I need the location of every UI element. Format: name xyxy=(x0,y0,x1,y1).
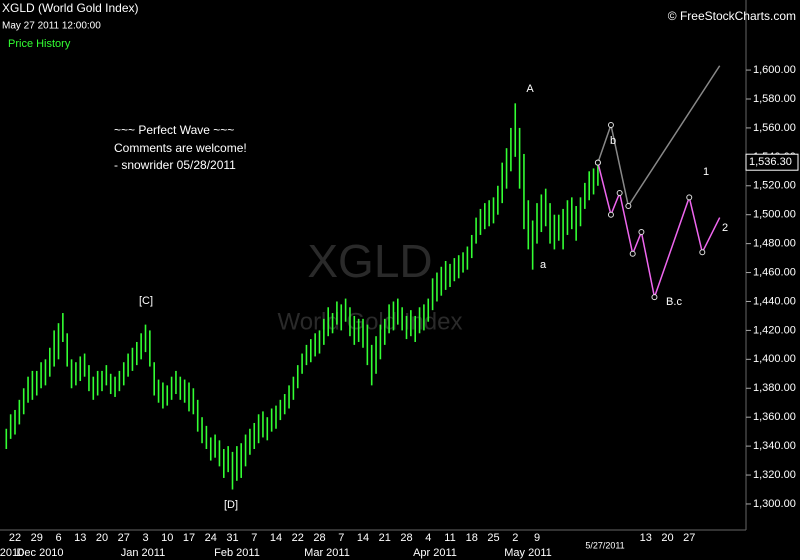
month-label: Mar 2011 xyxy=(304,547,350,559)
projection-point xyxy=(607,122,614,129)
y-tick-label: 1,520.00 xyxy=(753,180,796,192)
x-tick-label: 7 xyxy=(251,532,257,544)
y-tick-label: 1,420.00 xyxy=(753,324,796,336)
wave-label: [D] xyxy=(224,499,238,511)
projection-line xyxy=(597,162,721,300)
wave-label: b xyxy=(610,135,616,147)
month-label: May 2011 xyxy=(504,547,552,559)
x-tick-label: 20 xyxy=(96,532,108,544)
x-tick-label: 25 xyxy=(487,532,499,544)
wave-label: 2 xyxy=(722,222,728,234)
projection-line xyxy=(597,65,721,208)
x-tick-label: 7 xyxy=(338,532,344,544)
x-tick-label: 6 xyxy=(55,532,61,544)
projection-point xyxy=(625,203,632,210)
cursor-label: 5/27/2011 xyxy=(585,540,624,550)
x-tick-label: 4 xyxy=(425,532,431,544)
x-tick-label: 21 xyxy=(379,532,391,544)
watermark-name: World Gold Index xyxy=(278,308,463,335)
wave-label: A xyxy=(526,83,534,95)
y-tick-label: 1,380.00 xyxy=(753,382,796,394)
wave-label: 1 xyxy=(703,166,709,178)
y-tick-label: 1,300.00 xyxy=(753,498,796,510)
month-label: Jan 2011 xyxy=(121,547,165,559)
y-tick-label: 1,320.00 xyxy=(753,469,796,481)
x-tick-label: 13 xyxy=(74,532,86,544)
comment-line: - snowrider 05/28/2011 xyxy=(114,158,236,172)
x-tick-label: 3 xyxy=(142,532,148,544)
x-tick-label: 13 xyxy=(640,532,652,544)
x-tick-label: 10 xyxy=(161,532,173,544)
projection-point xyxy=(607,211,614,218)
y-tick-label: 1,340.00 xyxy=(753,440,796,452)
projection-point xyxy=(699,249,706,256)
x-tick-label: 14 xyxy=(270,532,282,544)
x-tick-label: 11 xyxy=(444,532,455,544)
watermark-symbol: XGLD xyxy=(307,235,432,287)
header-title: XGLD (World Gold Index) xyxy=(2,1,139,15)
projection-point xyxy=(594,159,601,166)
projection-point xyxy=(651,294,658,301)
y-tick-label: 1,460.00 xyxy=(753,266,796,278)
month-label: Feb 2011 xyxy=(214,547,260,559)
last-price-box xyxy=(745,153,799,171)
month-label: Apr 2011 xyxy=(413,547,457,559)
wave-label: [C] xyxy=(139,295,153,307)
y-tick-label: 1,500.00 xyxy=(753,209,796,221)
comment-line: Comments are welcome! xyxy=(114,141,247,155)
wave-label: a xyxy=(540,259,547,271)
y-tick-label: 1,400.00 xyxy=(753,353,796,365)
x-tick-label: 24 xyxy=(205,532,217,544)
x-tick-label: 18 xyxy=(466,532,478,544)
x-tick-label: 28 xyxy=(400,532,412,544)
panel-label: Price History xyxy=(8,38,71,50)
month-label: 2010 xyxy=(0,547,24,559)
x-tick-label: 28 xyxy=(313,532,325,544)
source: © FreeStockCharts.com xyxy=(668,9,796,23)
x-tick-label: 20 xyxy=(661,532,673,544)
y-tick-label: 1,440.00 xyxy=(753,295,796,307)
x-tick-label: 27 xyxy=(683,532,695,544)
x-tick-label: 2 xyxy=(512,532,518,544)
y-tick-label: 1,600.00 xyxy=(753,64,796,76)
y-tick-label: 1,580.00 xyxy=(753,93,796,105)
y-tick-label: 1,360.00 xyxy=(753,411,796,423)
last-price-label: 1,536.30 xyxy=(749,156,792,168)
x-tick-label: 29 xyxy=(31,532,43,544)
header-datetime: May 27 2011 12:00:00 xyxy=(2,21,101,32)
y-tick-label: 1,560.00 xyxy=(753,122,796,134)
x-tick-label: 27 xyxy=(118,532,130,544)
x-tick-label: 31 xyxy=(226,532,238,544)
x-tick-label: 22 xyxy=(292,532,304,544)
x-tick-label: 17 xyxy=(183,532,195,544)
x-tick-label: 22 xyxy=(9,532,21,544)
x-tick-label: 14 xyxy=(357,532,369,544)
projection-point xyxy=(638,229,645,236)
projection-point xyxy=(686,194,693,201)
x-tick-label: 9 xyxy=(534,532,540,544)
projection-point xyxy=(629,250,636,257)
comment-line: ~~~ Perfect Wave ~~~ xyxy=(114,123,234,137)
wave-label: B.c xyxy=(666,296,682,308)
y-tick-label: 1,480.00 xyxy=(753,238,796,250)
month-label: Dec 2010 xyxy=(16,547,63,559)
projection-point xyxy=(616,190,623,197)
